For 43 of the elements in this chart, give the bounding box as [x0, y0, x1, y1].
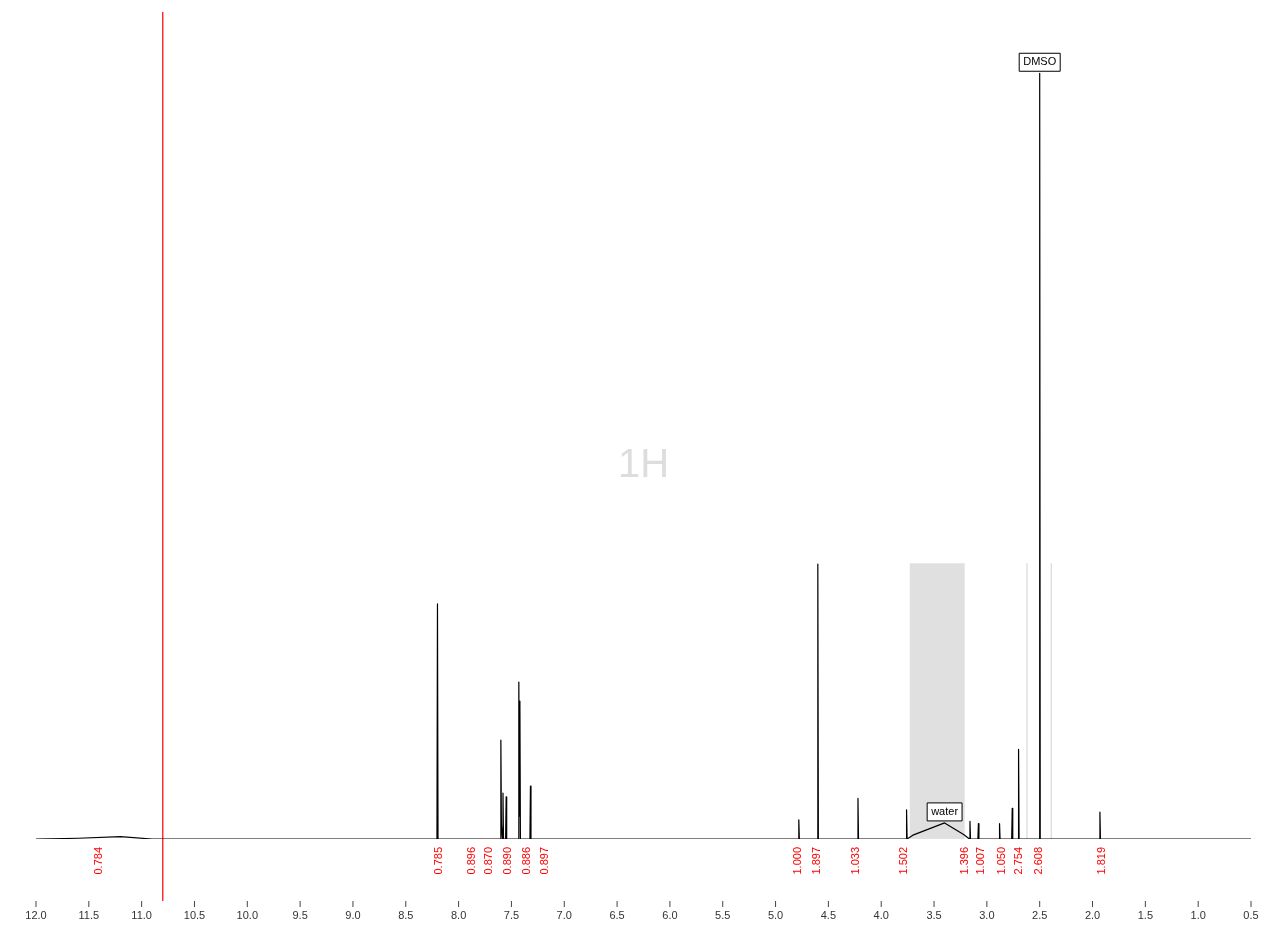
annotation: 0.870	[482, 847, 495, 875]
annotation: 1.000	[790, 847, 803, 875]
annotation: water	[930, 804, 959, 817]
x-tick-label: 7.5	[503, 908, 520, 921]
annotation: 1.050	[994, 847, 1007, 875]
annotation: 0.784	[92, 847, 105, 875]
annotation: 0.886	[520, 847, 533, 875]
annotation: DMSO	[1023, 55, 1057, 68]
x-tick-label: 12.0	[25, 908, 47, 921]
x-tick-label: 2.5	[1032, 908, 1048, 921]
annotation: 2.754	[1011, 847, 1024, 875]
x-tick-label: 6.5	[609, 908, 625, 921]
x-tick-label: 11.0	[131, 908, 152, 921]
x-tick-label: 9.5	[292, 908, 308, 921]
x-tick-label: 3.0	[979, 908, 995, 921]
x-tick-label: 8.0	[450, 908, 467, 921]
x-tick-label: 4.0	[873, 908, 889, 921]
annotation: 1.502	[897, 847, 910, 875]
annotation: 1.897	[809, 847, 822, 875]
annotation: 1.819	[1095, 847, 1108, 875]
annotation: 1.033	[848, 847, 861, 875]
x-tick-label: 2.0	[1084, 908, 1101, 921]
x-tick-label: 3.5	[926, 908, 942, 921]
x-tick-label: 6.0	[662, 908, 678, 921]
x-tick-label: 1.0	[1190, 908, 1206, 921]
x-tick-label: 10.0	[236, 908, 259, 921]
annotation: 2.608	[1031, 847, 1044, 875]
annotation: 1.007	[973, 847, 986, 875]
x-tick-label: 8.5	[398, 908, 414, 921]
x-tick-label: 11.5	[78, 908, 100, 921]
annotation: 0.890	[501, 847, 514, 875]
x-tick-label: 4.5	[820, 908, 837, 921]
x-tick-label: 9.0	[345, 908, 361, 921]
annotation: 1.396	[957, 847, 970, 875]
x-tick-label: 0.5	[1243, 908, 1259, 921]
x-tick-label: 1.5	[1137, 908, 1153, 921]
x-tick-label: 10.5	[183, 908, 206, 921]
annotation: 0.897	[538, 847, 551, 875]
x-tick-label: 5.5	[715, 908, 731, 921]
annotation: 0.785	[431, 847, 444, 875]
x-tick-label: 7.0	[556, 908, 572, 921]
annotation: 0.896	[465, 847, 478, 875]
x-tick-label: 5.0	[767, 908, 784, 921]
